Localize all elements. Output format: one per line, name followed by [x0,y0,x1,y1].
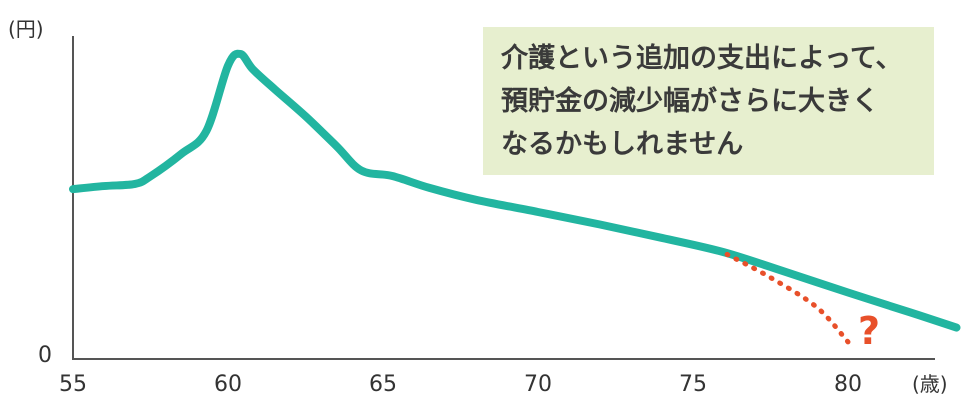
annotation-line-3: なるかもしれません [501,129,744,160]
projection-line [724,251,851,345]
annotation-line-1: 介護という追加の支出によって、 [501,43,903,74]
x-tick-label-80: 80 [834,372,862,397]
x-tick-label-65: 65 [369,372,397,397]
x-tick-label-70: 70 [524,372,552,397]
annotation-box: 介護という追加の支出によって、 預貯金の減少幅がさらに大きく なるかもしれません [483,27,934,175]
y-unit-label: (円) [8,17,44,41]
annotation-line-2: 預貯金の減少幅がさらに大きく [501,86,879,117]
x-tick-label-55: 55 [59,372,87,397]
y-zero-label: 0 [38,343,52,368]
x-tick-label-75: 75 [679,372,707,397]
question-mark: ? [858,309,880,353]
x-unit-label: (歳) [912,372,948,396]
x-tick-labels: 55 60 65 70 75 80 [59,372,862,397]
x-tick-label-60: 60 [214,372,242,397]
series-line-savings [69,49,961,332]
